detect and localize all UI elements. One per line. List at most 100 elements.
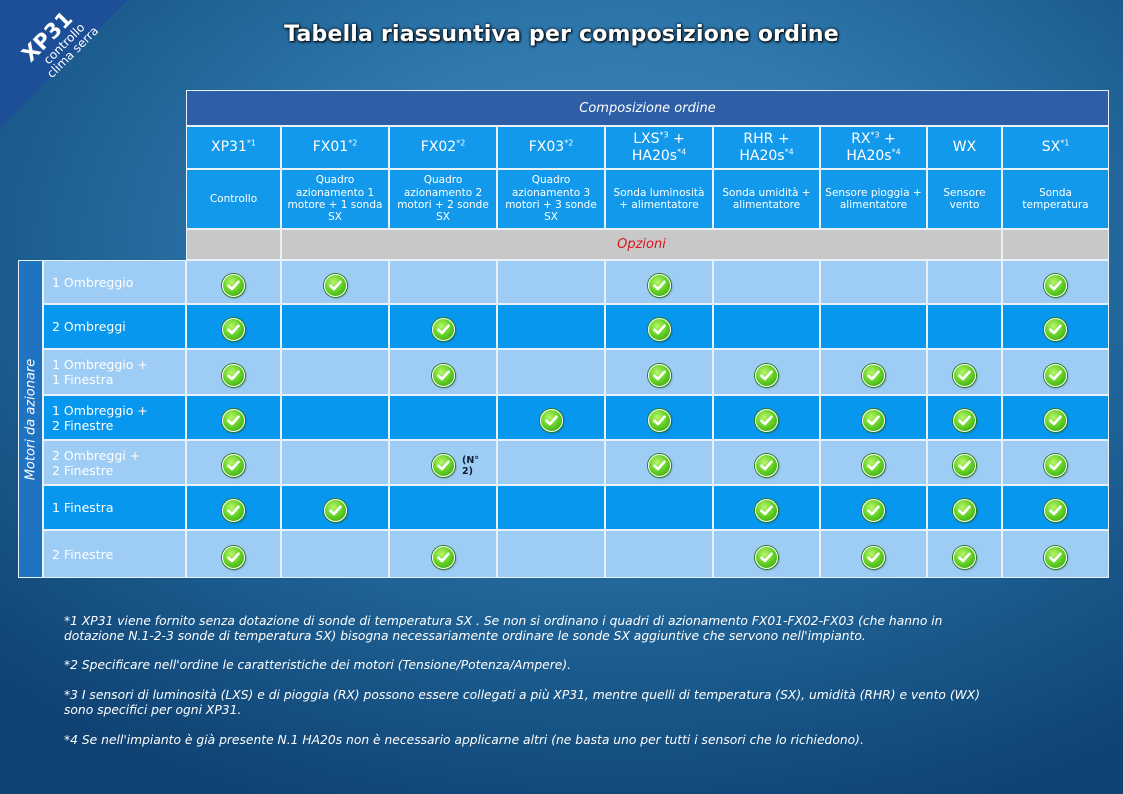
column-footnote-ref-secondary: *4 xyxy=(891,146,901,156)
options-spacer xyxy=(186,229,281,260)
check-icon xyxy=(1044,454,1067,477)
footnote: *4 Se nell'impianto è già presente N.1 H… xyxy=(64,733,864,747)
footnote: *1 XP31 viene fornito senza dotazione di… xyxy=(64,614,943,644)
column-header: RHR + HA20s*4 xyxy=(713,126,820,169)
column-footnote-ref: *2 xyxy=(348,138,358,148)
check-icon xyxy=(862,409,885,432)
table-cell xyxy=(497,260,605,304)
check-icon xyxy=(953,545,976,569)
check-icon xyxy=(647,363,671,387)
column-code: XP31 xyxy=(211,139,247,156)
check-icon xyxy=(862,499,885,522)
column-code: LXS xyxy=(633,131,660,148)
row-label: 2 Ombreggi + 2 Finestre xyxy=(43,440,186,485)
row-label: 2 Finestre xyxy=(43,530,186,578)
page-title: Tabella riassuntiva per composizione ord… xyxy=(284,22,839,47)
table-cell xyxy=(605,530,713,578)
table-cell xyxy=(927,304,1002,349)
check-icon xyxy=(953,454,976,477)
column-header: FX02*2 xyxy=(389,126,497,169)
check-icon xyxy=(862,363,885,387)
column-header: FX03*2 xyxy=(497,126,605,169)
column-footnote-ref: *2 xyxy=(564,138,574,148)
column-code-secondary: HA20s xyxy=(631,147,678,164)
table-cell xyxy=(605,485,713,530)
corner-banner xyxy=(0,0,128,128)
column-description: Quadro azionamento 1 motore + 1 sonda SX xyxy=(281,169,389,229)
column-footnote-ref: *3 xyxy=(870,130,880,140)
column-footnote-ref: *1 xyxy=(1060,138,1070,148)
row-label: 1 Ombreggio xyxy=(43,260,186,304)
check-icon xyxy=(323,499,347,522)
column-description: Sonda umidità + alimentatore xyxy=(713,169,820,229)
check-icon xyxy=(222,363,245,387)
check-icon xyxy=(431,318,455,341)
check-icon xyxy=(1044,545,1067,569)
column-code: RHR + xyxy=(743,131,790,148)
column-footnote-ref: *1 xyxy=(246,138,256,148)
table-cell xyxy=(497,304,605,349)
options-spacer xyxy=(1002,229,1109,260)
column-code: FX02 xyxy=(420,139,457,156)
table-cell xyxy=(389,395,497,440)
column-description: Sensore pioggia + alimentatore xyxy=(820,169,927,229)
table-cell xyxy=(713,349,820,395)
column-code-secondary: HA20s xyxy=(739,147,785,164)
column-code: WX xyxy=(952,139,977,156)
side-label-cell xyxy=(18,260,43,578)
column-header: FX01*2 xyxy=(281,126,389,169)
check-icon xyxy=(647,273,671,297)
check-icon xyxy=(862,454,885,477)
check-icon xyxy=(222,545,245,569)
check-icon xyxy=(647,409,671,432)
composition-band-header: Composizione ordine xyxy=(186,90,1109,126)
check-icon xyxy=(647,454,671,477)
check-icon xyxy=(222,409,245,432)
row-label: 2 Ombreggi xyxy=(43,304,186,349)
table-cell xyxy=(281,440,389,485)
column-header: SX*1 xyxy=(1002,126,1109,169)
check-icon xyxy=(755,409,778,432)
check-icon xyxy=(953,499,976,522)
check-icon xyxy=(1044,409,1067,432)
column-header: XP31*1 xyxy=(186,126,281,169)
table-cell xyxy=(389,485,497,530)
table-cell xyxy=(389,260,497,304)
check-icon xyxy=(1044,318,1067,341)
column-footnote-ref-secondary: *4 xyxy=(784,146,794,156)
table-cell xyxy=(927,349,1002,395)
check-icon xyxy=(1044,273,1067,297)
table-cell xyxy=(820,304,927,349)
table-cell xyxy=(820,260,927,304)
quantity-note: (N° 2) xyxy=(462,454,480,477)
table-cell xyxy=(281,530,389,578)
check-icon xyxy=(953,409,976,432)
column-header: WX xyxy=(927,126,1002,169)
check-icon xyxy=(755,363,778,387)
side-label: Motori da azionare xyxy=(22,358,38,480)
column-code-secondary: HA20s xyxy=(846,147,892,164)
footnote: *3 I sensori di luminosità (LXS) e di pi… xyxy=(64,688,981,718)
table-cell xyxy=(281,395,389,440)
row-label: 1 Finestra xyxy=(43,485,186,530)
table-cell xyxy=(497,440,605,485)
column-code: FX03 xyxy=(528,139,565,156)
column-footnote-ref-secondary: *4 xyxy=(677,146,687,156)
check-icon xyxy=(755,499,778,522)
check-icon xyxy=(1044,363,1067,387)
table-cell xyxy=(497,485,605,530)
column-description: Quadro azionamento 3 motori + 3 sonde SX xyxy=(497,169,605,229)
column-description: Controllo xyxy=(186,169,281,229)
check-icon xyxy=(222,499,245,522)
options-label: Opzioni xyxy=(281,229,1002,260)
check-icon xyxy=(431,545,455,569)
table-cell xyxy=(281,349,389,395)
check-icon xyxy=(647,318,671,341)
check-icon xyxy=(539,409,563,432)
table-cell xyxy=(1002,440,1109,485)
check-icon xyxy=(755,454,778,477)
column-footnote-ref: *3 xyxy=(659,130,669,140)
table-cell xyxy=(497,530,605,578)
column-header: LXS*3 + HA20s*4 xyxy=(605,126,713,169)
check-icon xyxy=(323,273,347,297)
